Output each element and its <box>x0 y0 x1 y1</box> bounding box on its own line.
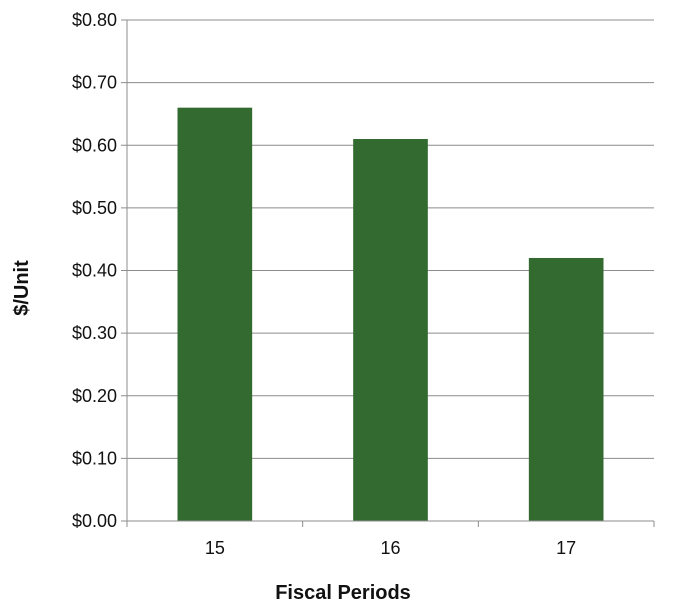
y-tick-label: $0.50 <box>72 198 117 218</box>
y-tick-label: $0.70 <box>72 73 117 93</box>
x-tick-label: 17 <box>556 538 576 558</box>
y-tick-label: $0.00 <box>72 511 117 531</box>
y-tick-labels: $0.00 $0.10 $0.20 $0.30 $0.40 $0.50 $0.60 $0.70… <box>72 10 117 531</box>
y-tick-label: $0.10 <box>72 448 117 468</box>
axes <box>121 19 655 527</box>
y-axis-title: $/Unit <box>11 260 33 316</box>
bar-16 <box>353 138 428 522</box>
bar-17 <box>528 257 604 521</box>
x-axis-title: Fiscal Periods <box>275 582 411 604</box>
y-tick-label: $0.30 <box>72 323 117 343</box>
x-tick-label: 15 <box>205 538 225 558</box>
y-tick-label: $0.20 <box>72 386 117 406</box>
bars <box>177 107 604 522</box>
bar-15 <box>177 107 253 522</box>
y-tick-label: $0.80 <box>72 10 117 30</box>
y-tick-label: $0.40 <box>72 261 117 281</box>
x-tick-labels: 15 16 17 <box>205 538 576 558</box>
x-tick-label: 16 <box>380 538 400 558</box>
y-tick-label: $0.60 <box>72 135 117 155</box>
